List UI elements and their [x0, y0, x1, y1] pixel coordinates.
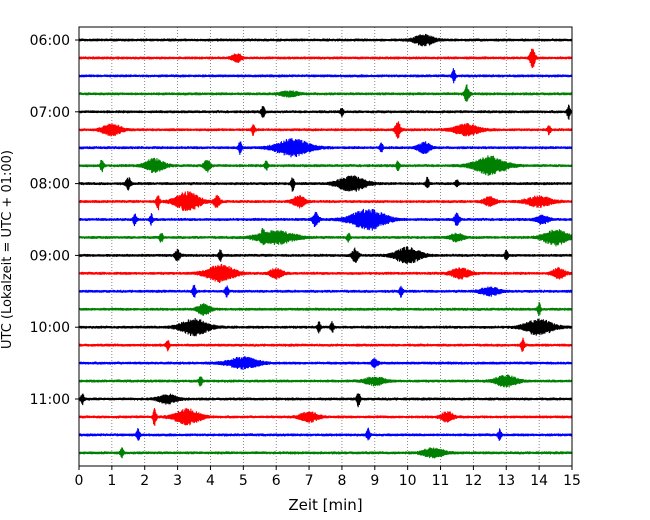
- x-tick-label: 0: [75, 473, 84, 489]
- seismic-traces: [78, 33, 573, 459]
- x-tick-label: 2: [140, 473, 149, 489]
- seismic-trace: [78, 104, 573, 120]
- y-axis-label: UTC (Lokalzeit = UTC + 01:00): [0, 150, 15, 349]
- x-tick-label: 14: [530, 473, 548, 489]
- y-tick-label: 10:00: [30, 320, 70, 336]
- x-tick-label: 12: [464, 473, 482, 489]
- seismic-trace: [78, 284, 573, 298]
- x-tick-label: 6: [272, 473, 281, 489]
- x-tick-label: 11: [432, 473, 450, 489]
- x-axis-label: Zeit [min]: [288, 496, 362, 514]
- seismic-trace: [78, 302, 573, 316]
- x-tick-label: 7: [305, 473, 314, 489]
- seismic-trace: [78, 263, 573, 283]
- seismic-trace: [78, 447, 573, 459]
- y-tick-label: 09:00: [30, 248, 70, 264]
- x-tick-label: 4: [206, 473, 215, 489]
- seismic-trace: [78, 246, 573, 264]
- seismic-trace: [78, 175, 573, 192]
- seismic-trace: [78, 190, 573, 212]
- y-tick-label: 06:00: [30, 33, 70, 49]
- seismic-trace: [78, 393, 573, 408]
- y-tick-label: 11:00: [30, 392, 70, 408]
- seismic-trace: [78, 317, 573, 337]
- x-tick-label: 10: [399, 473, 417, 489]
- x-tick-label: 1: [107, 473, 116, 489]
- seismic-trace: [78, 337, 573, 353]
- seismic-trace: [78, 138, 573, 158]
- seismic-trace: [78, 208, 573, 231]
- seismic-trace: [78, 121, 573, 139]
- seismic-trace: [78, 408, 573, 426]
- seismic-trace: [78, 427, 573, 441]
- x-tick-label: 15: [563, 473, 581, 489]
- x-tick-label: 3: [173, 473, 182, 489]
- plot-frame: [78, 26, 573, 467]
- seismic-trace: [78, 33, 573, 47]
- x-tick-label: 13: [497, 473, 515, 489]
- seismic-trace: [78, 84, 573, 102]
- y-axis-ticks: 06:00 07:00 08:00 09:00 10:00 11:00: [30, 33, 79, 408]
- seismic-trace: [78, 228, 573, 247]
- seismic-trace: [78, 48, 573, 68]
- x-tick-label: 5: [239, 473, 248, 489]
- seismic-trace: [78, 68, 573, 84]
- y-tick-label: 07:00: [30, 105, 70, 121]
- y-tick-label: 08:00: [30, 177, 70, 193]
- x-tick-label: 9: [370, 473, 379, 489]
- seismic-trace: [78, 356, 573, 370]
- x-axis-ticks: 0 1 2 3 4 5 6 7 8 9 10 11 12 13 14 15: [75, 466, 581, 489]
- seismic-trace: [78, 155, 573, 176]
- x-tick-label: 8: [337, 473, 346, 489]
- seismic-trace: [78, 374, 573, 388]
